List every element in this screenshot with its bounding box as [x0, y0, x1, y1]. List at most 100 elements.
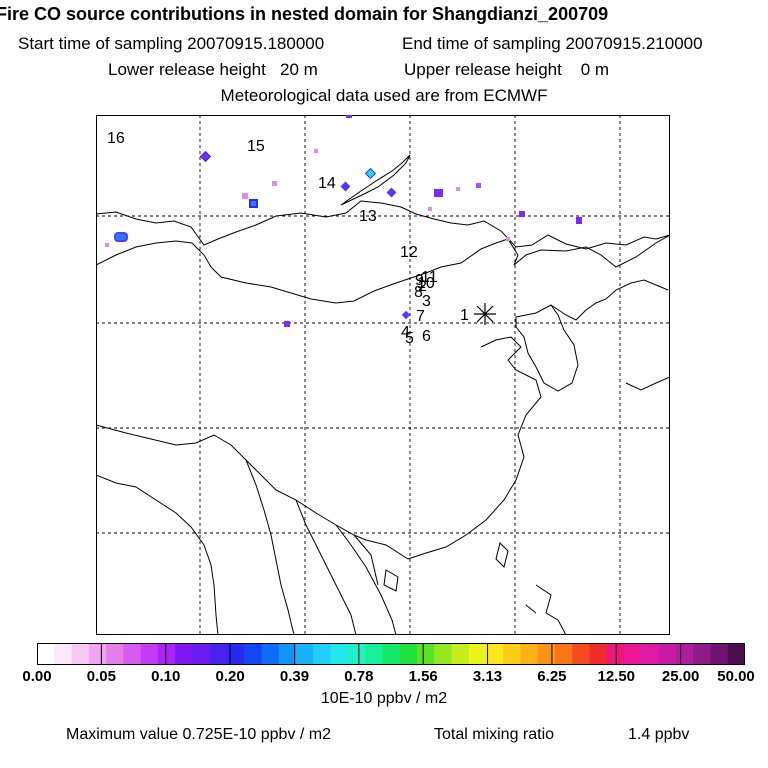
- hotspot: [242, 193, 248, 199]
- colorbar-tick-label: 0.05: [86, 668, 116, 685]
- colorbar-cell: [624, 643, 642, 665]
- trajectory-label: 8: [414, 284, 423, 301]
- colorbar-cell: [175, 643, 194, 665]
- upper-release-label: Upper release height 0 m: [404, 60, 610, 79]
- colorbar-tick-label: 0.20: [215, 668, 245, 685]
- colorbar-cell: [54, 643, 73, 665]
- hotspot: [386, 187, 397, 198]
- colorbar-cell: [226, 643, 245, 665]
- hotspot: [434, 189, 443, 197]
- colorbar-cell: [37, 643, 55, 665]
- trajectory-label: 4: [401, 324, 410, 341]
- trajectory-label: 13: [359, 208, 377, 225]
- colorbar-cell: [416, 643, 435, 665]
- hotspot: [249, 199, 258, 208]
- colorbar-cell: [106, 643, 124, 665]
- colorbar-cell: [710, 643, 729, 665]
- colorbar-tick-label: 1.56: [408, 668, 438, 685]
- trajectory-label: 12: [400, 244, 418, 261]
- trajectory-label: 11: [421, 269, 438, 286]
- colorbar-cell: [641, 643, 660, 665]
- colorbar-cell: [244, 643, 263, 665]
- met-data-label: Meteorological data used are from ECMWF: [220, 86, 548, 105]
- colorbar-tick-label: 0.00: [22, 668, 52, 685]
- trajectory-label: 3: [422, 293, 431, 310]
- lower-release-label: Lower release height 20 m: [108, 60, 318, 79]
- trajectory-label: 7: [416, 308, 425, 325]
- graticule: [96, 115, 670, 635]
- colorbar-tick-label: 0.10: [151, 668, 181, 685]
- hotspot: [506, 237, 510, 241]
- hotspot: [314, 149, 318, 153]
- colorbar-cell: [157, 643, 176, 665]
- trajectory-labels: 1 2 3 4 5 6 7 8 9 10 11 12 13 14 15 16: [107, 130, 469, 347]
- asterisk-icon: [474, 303, 496, 325]
- colorbar-tick-label: 50.00: [717, 668, 755, 685]
- max-value-label: Maximum value 0.725E-10 ppbv / m2: [66, 726, 332, 743]
- hotspot: [519, 211, 525, 217]
- trajectory-label: 15: [247, 138, 265, 155]
- colorbar-cell: [675, 643, 694, 665]
- trajectory-label: 9: [415, 272, 424, 289]
- hotspot: [284, 321, 290, 327]
- colorbar-tick-label: 25.00: [661, 668, 700, 685]
- trajectory-label: 6: [422, 328, 431, 345]
- colorbar-cell: [88, 643, 107, 665]
- colorbar-cell: [693, 643, 712, 665]
- trajectory-label: 16: [107, 130, 125, 147]
- hotspot: [272, 181, 277, 186]
- hotspot: [456, 187, 460, 191]
- hotspot: [364, 167, 377, 180]
- hotspot: [428, 207, 432, 211]
- colorbar-cell: [140, 643, 159, 665]
- colorbar-cells: [37, 643, 745, 665]
- colorbar-cell: [520, 643, 539, 665]
- hotspot: [105, 243, 109, 247]
- map-frame: [96, 115, 670, 635]
- colorbar-cell: [192, 643, 211, 665]
- colorbar-cell: [365, 643, 383, 665]
- colorbar-cell: [658, 643, 677, 665]
- colorbar-cell: [209, 643, 228, 665]
- trajectory-label: 14: [318, 175, 336, 192]
- colorbar-cell: [727, 643, 745, 665]
- hotspot: [340, 181, 351, 192]
- hotspot: [476, 183, 481, 188]
- colorbar-cell: [399, 643, 418, 665]
- colorbar-cell: [468, 643, 487, 665]
- colorbar-cell: [382, 643, 401, 665]
- colorbar-tick-marks: [37, 643, 745, 665]
- colorbar-cell: [347, 643, 366, 665]
- trajectory-label: 1: [460, 307, 469, 324]
- colorbar-cell: [555, 643, 573, 665]
- borders-and-coastlines: [96, 154, 670, 635]
- hotspot: [199, 150, 212, 163]
- colorbar-tick-label: 0.39: [279, 668, 310, 685]
- total-mixing-value: 1.4 ppbv: [628, 726, 690, 743]
- fire-hotspots: [105, 115, 582, 327]
- colorbar-cell: [123, 643, 142, 665]
- colorbar-cell: [71, 643, 90, 665]
- colorbar-cell: [572, 643, 591, 665]
- plot-title: Fire CO source contributions in nested d…: [0, 4, 609, 24]
- colorbar-cell: [296, 643, 314, 665]
- trajectory-label: 2: [418, 278, 427, 295]
- units-label: 10E-10 ppbv / m2: [320, 690, 448, 707]
- colorbar-tick-label: 0.78: [344, 668, 374, 685]
- end-time-label: End time of sampling 20070915.210000: [402, 34, 703, 53]
- hotspot: [114, 232, 128, 242]
- colorbar-cell: [503, 643, 522, 665]
- colorbar-cell: [278, 643, 297, 665]
- hotspot: [576, 217, 582, 224]
- colorbar-cell: [261, 643, 280, 665]
- colorbar-frame: [37, 643, 745, 665]
- colorbar-tick-label: 3.13: [472, 668, 503, 685]
- colorbar-cell: [330, 643, 349, 665]
- colorbar-cell: [589, 643, 608, 665]
- colorbar-cell: [451, 643, 470, 665]
- map-panel: 1 2 3 4 5 6 7 8 9 10 11 12 13 14 15 16: [96, 115, 670, 635]
- hotspot: [346, 115, 352, 118]
- hotspot: [401, 310, 411, 320]
- colorbar-tick-label: 6.25: [537, 668, 567, 685]
- total-mixing-label: Total mixing ratio: [434, 726, 555, 743]
